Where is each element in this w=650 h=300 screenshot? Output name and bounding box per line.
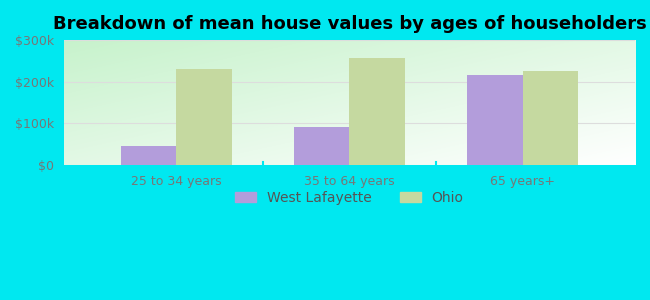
Bar xyxy=(523,71,578,165)
Bar xyxy=(467,76,523,165)
Legend: West Lafayette, Ohio: West Lafayette, Ohio xyxy=(229,185,469,210)
Bar xyxy=(350,58,405,165)
Bar xyxy=(294,128,350,165)
Bar xyxy=(176,69,232,165)
Title: Breakdown of mean house values by ages of householders: Breakdown of mean house values by ages o… xyxy=(53,15,646,33)
Bar xyxy=(121,146,176,165)
